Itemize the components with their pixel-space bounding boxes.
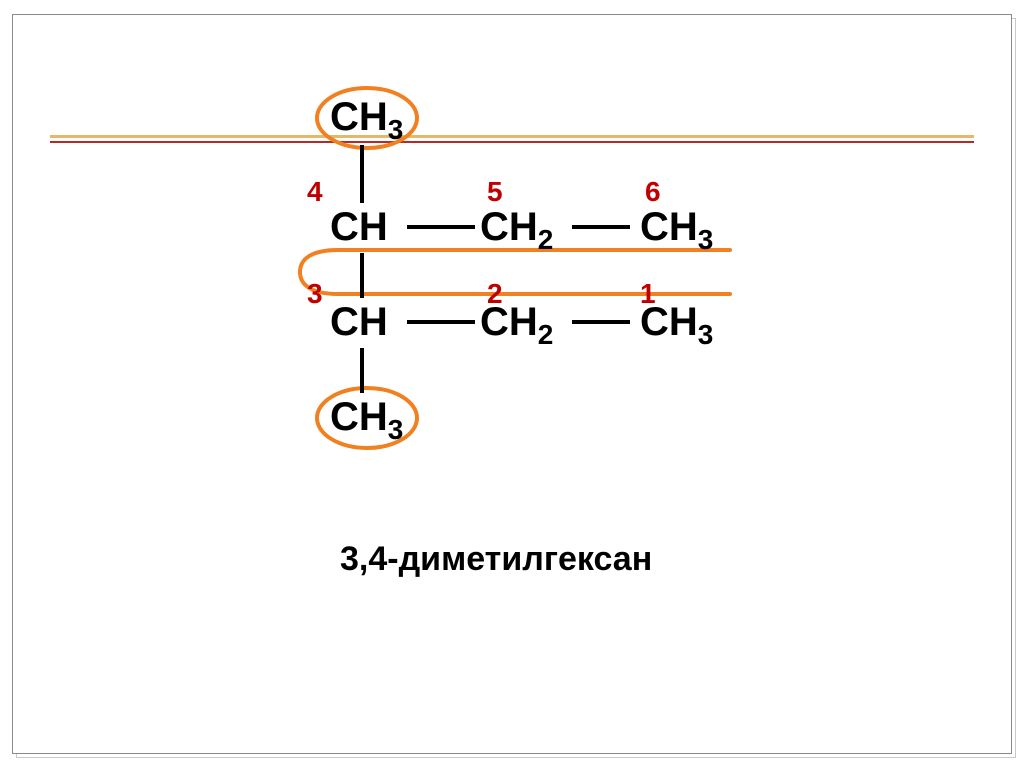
bond [572, 225, 630, 229]
locant-2: 2 [487, 278, 503, 310]
group-ch-3: CH [330, 300, 388, 351]
annotation-layer [0, 0, 1024, 768]
locant-4: 4 [307, 176, 323, 208]
compound-name: 3,4-диметилгексан [340, 540, 652, 579]
bond [572, 320, 630, 324]
locant-1: 1 [640, 278, 656, 310]
locant-3: 3 [307, 278, 323, 310]
bond [407, 225, 475, 229]
formula-area: CH3 CH CH2 CH3 CH CH2 CH3 CH3 4 5 6 3 2 … [0, 0, 1024, 768]
locant-5: 5 [487, 176, 503, 208]
group-ch3-top: CH3 [330, 95, 403, 146]
bond [360, 348, 364, 393]
group-ch3-6: CH3 [640, 205, 713, 256]
bond [360, 253, 364, 298]
bond [407, 320, 475, 324]
group-ch2-5: CH2 [480, 205, 553, 256]
group-ch-4: CH [330, 205, 388, 256]
chain-outline [300, 250, 730, 294]
group-ch3-bottom: CH3 [330, 395, 403, 446]
bond [360, 145, 364, 203]
slide: CH3 CH CH2 CH3 CH CH2 CH3 CH3 4 5 6 3 2 … [0, 0, 1024, 768]
locant-6: 6 [645, 176, 661, 208]
